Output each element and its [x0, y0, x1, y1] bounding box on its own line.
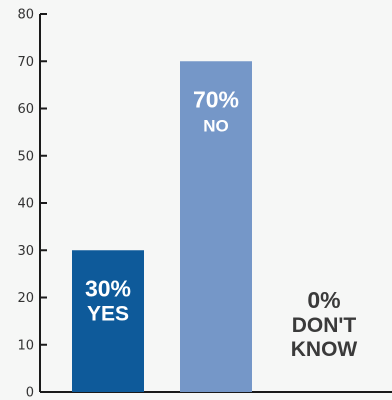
bar-category-label: DON'T	[292, 314, 357, 337]
bar-percent-label: 70%	[193, 86, 239, 112]
bar-category-label: NO	[203, 116, 229, 135]
bar	[180, 61, 252, 392]
y-tick-label: 20	[17, 291, 34, 306]
y-tick-label: 0	[26, 386, 34, 400]
y-tick-label: 70	[17, 55, 34, 70]
bars	[72, 61, 252, 392]
bar-category-label: KNOW	[291, 338, 358, 361]
bar-percent-label: 0%	[307, 287, 340, 313]
y-axis: 0 10 20 30 40 50 60 70 80	[17, 8, 392, 400]
y-tick-label: 50	[17, 149, 34, 164]
y-tick-label: 10	[17, 338, 34, 353]
y-tick-label: 30	[17, 244, 34, 259]
bar-percent-label: 30%	[85, 275, 131, 301]
y-tick-label: 80	[17, 8, 34, 23]
y-tick-label: 40	[17, 197, 34, 212]
bar-category-label: YES	[87, 302, 129, 325]
y-tick-label: 60	[17, 102, 34, 117]
bar	[72, 250, 144, 392]
